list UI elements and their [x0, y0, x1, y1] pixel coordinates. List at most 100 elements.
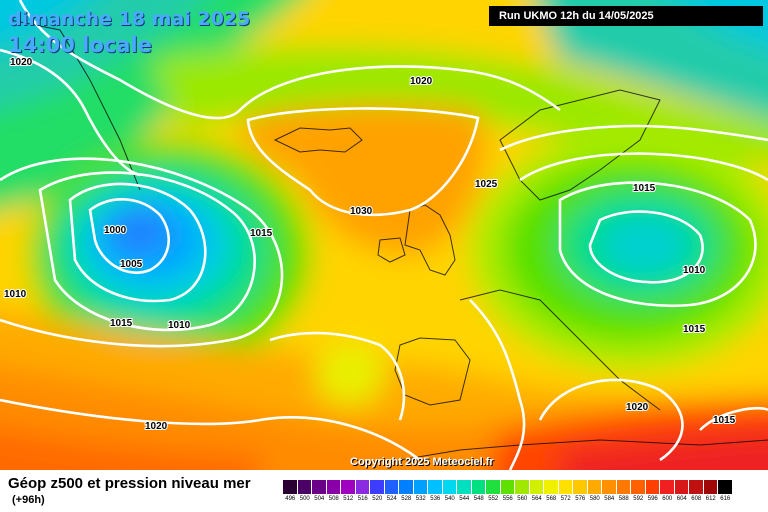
isobar-label: 1015: [633, 183, 656, 194]
scale-swatch: [370, 480, 385, 494]
scale-label: 616: [720, 496, 731, 502]
scale-label: 608: [691, 496, 702, 502]
scale-label: 556: [502, 496, 513, 502]
scale-swatch: [602, 480, 617, 494]
isobar-label: 1020: [410, 76, 433, 87]
ireland-outline: [377, 237, 406, 263]
scale-label: 600: [662, 496, 673, 502]
run-info-box: Run UKMO 12h du 14/05/2025: [489, 6, 763, 26]
scale-swatch: [341, 480, 356, 494]
isobars: [0, 0, 768, 470]
scale-label: 604: [676, 496, 687, 502]
scale-label: 564: [531, 496, 542, 502]
scale-label: 496: [285, 496, 296, 502]
scale-swatch: [703, 480, 718, 494]
scale-swatch: [631, 480, 646, 494]
scale-swatch: [442, 480, 457, 494]
scale-swatch: [297, 480, 312, 494]
date-title: dimanche 18 mai 2025: [8, 8, 251, 30]
isobar-label: 1010: [168, 320, 191, 331]
scale-swatch: [587, 480, 602, 494]
color-scale: [283, 480, 733, 494]
scale-swatch: [399, 480, 414, 494]
scale-label: 580: [589, 496, 600, 502]
isobar-labels: 1020 1020 1025 1030 1000 1005 1015 1010 …: [3, 56, 737, 433]
greenland-coast: [9, 19, 141, 191]
scale-swatch: [645, 480, 660, 494]
isobar-label: 1015: [683, 324, 706, 335]
weather-map: 1020 1020 1025 1030 1000 1005 1015 1010 …: [0, 0, 768, 470]
iceland-outline: [273, 127, 363, 153]
scale-label: 524: [386, 496, 397, 502]
scale-label: 576: [575, 496, 586, 502]
scale-swatch: [573, 480, 588, 494]
scale-label: 552: [488, 496, 499, 502]
scale-label: 512: [343, 496, 354, 502]
scale-swatch: [486, 480, 501, 494]
scandinavia-outline: [499, 89, 661, 201]
scale-label: 568: [546, 496, 557, 502]
scale-swatch: [529, 480, 544, 494]
iberia-outline: [394, 337, 471, 406]
copyright: Copyright 2025 Meteociel.fr: [350, 456, 494, 468]
scale-swatch: [457, 480, 472, 494]
scale-swatch: [689, 480, 704, 494]
scale-swatch: [326, 480, 341, 494]
scale-label: 532: [415, 496, 426, 502]
time-title: 14:00 locale: [8, 33, 152, 57]
legend-subtitle: (+96h): [12, 494, 45, 506]
scale-label: 592: [633, 496, 644, 502]
africa-coast: [399, 439, 768, 461]
scale-swatch: [616, 480, 631, 494]
isobar-label: 1015: [713, 415, 736, 426]
isobar-label: 1010: [4, 289, 27, 300]
scale-label: 500: [299, 496, 310, 502]
isobar-label: 1000: [104, 225, 127, 236]
scale-label: 508: [328, 496, 339, 502]
legend-panel: Géop z500 et pression niveau mer (+96h) …: [0, 470, 768, 512]
scale-label: 528: [401, 496, 412, 502]
scale-swatch: [384, 480, 399, 494]
isobar-label: 1020: [10, 57, 33, 68]
scale-label: 572: [560, 496, 571, 502]
scale-swatch: [515, 480, 530, 494]
scale-swatch: [413, 480, 428, 494]
scale-swatch: [428, 480, 443, 494]
scale-swatch: [283, 480, 298, 494]
scale-label: 536: [430, 496, 441, 502]
scale-label: 612: [705, 496, 716, 502]
scale-label: 548: [473, 496, 484, 502]
coastlines: [9, 19, 768, 461]
scale-swatch: [660, 480, 675, 494]
scale-swatch: [674, 480, 689, 494]
isobar-label: 1020: [626, 402, 649, 413]
scale-swatch: [355, 480, 370, 494]
isobar-label: 1010: [683, 265, 706, 276]
europe-south-coast: [459, 289, 661, 411]
scale-label: 520: [372, 496, 383, 502]
isobar-label: 1030: [350, 206, 373, 217]
scale-swatch: [544, 480, 559, 494]
legend-title: Géop z500 et pression niveau mer: [8, 475, 251, 492]
scale-swatch: [500, 480, 515, 494]
isobar-label: 1015: [110, 318, 133, 329]
scale-swatch: [312, 480, 327, 494]
isobar-label: 1020: [145, 421, 168, 432]
scale-label: 596: [647, 496, 658, 502]
scale-label: 544: [459, 496, 470, 502]
scale-swatch: [718, 480, 733, 494]
isobar-label: 1005: [120, 259, 143, 270]
scale-label: 588: [618, 496, 629, 502]
geopotential-field: [0, 0, 768, 470]
britain-outline: [404, 204, 456, 276]
scale-swatch: [471, 480, 486, 494]
isobar-label: 1015: [250, 228, 273, 239]
scale-label: 540: [444, 496, 455, 502]
color-scale-labels: 496 500 504 508 512 516 520 524 528 532 536 540 544 5…: [283, 496, 733, 502]
scale-label: 516: [357, 496, 368, 502]
scale-label: 504: [314, 496, 325, 502]
scale-label: 560: [517, 496, 528, 502]
scale-label: 584: [604, 496, 615, 502]
scale-swatch: [558, 480, 573, 494]
isobar-label: 1025: [475, 179, 498, 190]
